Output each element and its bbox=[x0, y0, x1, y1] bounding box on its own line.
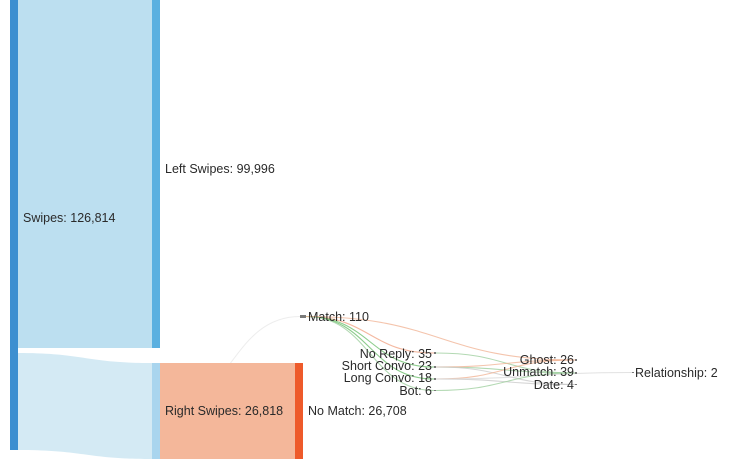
node-label-right-swipes: Right Swipes: 26,818 bbox=[165, 404, 283, 418]
node-shortconvo bbox=[434, 366, 436, 368]
sankey-labels: Swipes: 126,814 Left Swipes: 99,996 Righ… bbox=[23, 162, 718, 418]
node-bot bbox=[434, 390, 436, 391]
node-label-date: Date: 4 bbox=[534, 378, 574, 392]
node-label-left-swipes: Left Swipes: 99,996 bbox=[165, 162, 275, 176]
link-swipes-to-right bbox=[18, 353, 152, 459]
node-unmatch bbox=[575, 372, 577, 374]
node-right bbox=[152, 363, 160, 459]
node-match bbox=[300, 315, 306, 318]
node-label-unmatch: Unmatch: 39 bbox=[503, 365, 574, 379]
node-date bbox=[575, 384, 577, 385]
node-label-no-reply: No Reply: 35 bbox=[360, 347, 432, 361]
sankey-links bbox=[18, 0, 633, 459]
node-swipes bbox=[10, 0, 18, 450]
node-label-short-convo: Short Convo: 23 bbox=[342, 359, 432, 373]
link-longconvo-to-ghost bbox=[435, 359, 576, 380]
link-match-to-bot bbox=[305, 315, 435, 392]
node-longconvo bbox=[434, 378, 436, 380]
link-bot-to-unmatch bbox=[435, 372, 576, 392]
node-label-ghost: Ghost: 26 bbox=[520, 353, 574, 367]
node-label-match: Match: 110 bbox=[308, 310, 369, 324]
node-label-no-match: No Match: 26,708 bbox=[308, 404, 407, 418]
node-noreply bbox=[434, 352, 436, 354]
node-label-bot: Bot: 6 bbox=[399, 384, 432, 398]
node-left bbox=[152, 0, 160, 348]
node-relationship bbox=[632, 372, 634, 373]
link-swipes-to-left bbox=[18, 0, 152, 348]
node-label-swipes: Swipes: 126,814 bbox=[23, 211, 115, 225]
node-ghost bbox=[575, 359, 577, 361]
sankey-nodes bbox=[10, 0, 634, 459]
node-label-relationship: Relationship: 2 bbox=[635, 366, 718, 380]
node-label-long-convo: Long Convo: 18 bbox=[344, 371, 432, 385]
link-match-to-ghost bbox=[305, 315, 576, 361]
node-nomatch bbox=[295, 363, 303, 459]
link-right-to-nomatch bbox=[160, 363, 295, 459]
